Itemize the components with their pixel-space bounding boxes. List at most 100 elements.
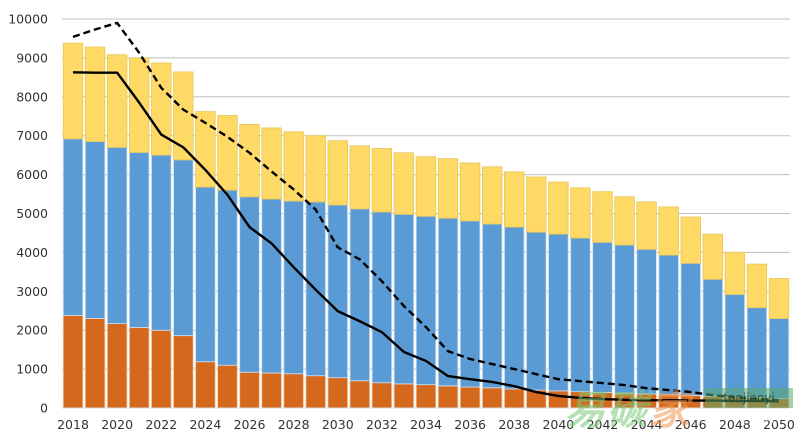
bar-segment <box>658 206 679 256</box>
y-tick-label: 7000 <box>16 128 48 143</box>
x-tick-label: 2028 <box>278 417 310 432</box>
y-tick-label: 1000 <box>16 362 48 377</box>
lines <box>72 21 780 403</box>
y-tick-label: 4000 <box>16 245 48 260</box>
bar-segment <box>393 383 415 409</box>
y-tick-label: 9000 <box>16 50 48 65</box>
bar-segment <box>217 115 238 191</box>
bar-segment <box>305 135 326 203</box>
bar-segment <box>702 233 723 280</box>
x-tick-label: 2050 <box>763 417 795 432</box>
bar-segment <box>724 251 746 295</box>
bar-segment <box>548 390 569 409</box>
bar-segment <box>151 329 172 409</box>
x-axis: 2018 2020 2022 2024 2026 2028 2030 2032 2034 2036… <box>57 407 795 432</box>
x-tick-label: 2026 <box>234 417 266 432</box>
x-tick-label: 2046 <box>675 417 707 432</box>
bar-segment <box>283 200 304 375</box>
bar-segment <box>504 226 525 390</box>
bar-segment <box>62 42 84 140</box>
x-tick-label: 2032 <box>366 417 398 432</box>
bar-segment <box>746 307 768 399</box>
bar-segment <box>548 233 569 392</box>
bar-segment <box>62 315 84 409</box>
bar-segment <box>526 176 547 233</box>
dashed-line-series <box>72 21 780 402</box>
bar-segment <box>746 263 768 309</box>
y-tick-label: 10000 <box>8 12 48 27</box>
bar-segment <box>261 372 282 409</box>
x-tick-label: 2048 <box>719 417 751 432</box>
bar-segment <box>283 373 304 409</box>
bar-segment <box>129 152 150 328</box>
bar-segment <box>327 140 348 206</box>
bar-segment <box>195 111 216 188</box>
bar-segment <box>239 124 260 198</box>
bar-segment <box>481 387 503 409</box>
bar-segment <box>173 335 194 409</box>
y-axis: 0 1000 2000 3000 4000 5000 6000 7000 8000 9000 100… <box>8 12 48 416</box>
bar-segment <box>239 196 260 373</box>
bar-segment <box>592 191 613 243</box>
x-tick-label: 2044 <box>631 417 663 432</box>
bar-segment <box>724 294 746 398</box>
bar-segment <box>459 220 481 388</box>
bar-segment <box>459 162 481 222</box>
x-tick-label: 2020 <box>101 417 133 432</box>
bar-segment <box>415 384 437 409</box>
bar-segment <box>349 380 371 409</box>
bar-segment <box>371 148 393 213</box>
bar-segment <box>680 262 701 396</box>
bar-segment <box>195 186 216 363</box>
bar-segment <box>459 386 481 409</box>
bar-segment <box>680 216 701 264</box>
y-tick-label: 5000 <box>16 206 48 221</box>
y-tick-label: 2000 <box>16 323 48 338</box>
bar-segment <box>327 204 348 379</box>
bar-segment <box>548 181 569 235</box>
bar-segment <box>614 196 635 246</box>
bar-segment <box>592 241 613 393</box>
x-tick-label: 2042 <box>587 417 619 432</box>
bar-segment <box>305 375 326 409</box>
bar-segment <box>106 146 128 324</box>
bar-segment <box>504 171 525 228</box>
x-tick-label: 2022 <box>145 417 177 432</box>
bar-series-2 <box>62 138 790 400</box>
bar-segment <box>106 54 128 148</box>
bar-segment <box>702 278 723 397</box>
bar-segment <box>84 141 106 319</box>
bar-segment <box>636 201 657 250</box>
bar-segment <box>151 62 172 156</box>
bar-segment <box>217 189 238 366</box>
bar-segment <box>636 248 657 395</box>
bar-segment <box>437 217 459 387</box>
bar-segment <box>173 159 194 337</box>
bar-segment <box>570 237 591 393</box>
bar-segment <box>614 244 635 394</box>
x-tick-label: 2040 <box>542 417 574 432</box>
x-tick-label: 2030 <box>322 417 354 432</box>
bar-segment <box>526 231 547 391</box>
bar-segment <box>768 318 790 400</box>
bar-segment <box>481 166 503 225</box>
bar-segment <box>84 46 106 142</box>
y-tick-label: 6000 <box>16 167 48 182</box>
bars <box>62 42 790 409</box>
bar-segment <box>84 318 106 409</box>
bar-segment <box>768 278 790 319</box>
bar-segment <box>702 395 723 409</box>
bar-segment <box>151 154 172 331</box>
x-tick-label: 2036 <box>454 417 486 432</box>
bar-segment <box>129 57 150 153</box>
y-tick-label: 0 <box>40 401 48 416</box>
y-tick-label: 8000 <box>16 89 48 104</box>
bar-segment <box>217 364 238 409</box>
bar-segment <box>437 158 459 219</box>
bar-segment <box>327 377 348 409</box>
x-tick-label: 2034 <box>410 417 442 432</box>
bar-segment <box>239 371 260 409</box>
bar-series-3 <box>62 42 790 319</box>
bar-segment <box>195 361 216 409</box>
